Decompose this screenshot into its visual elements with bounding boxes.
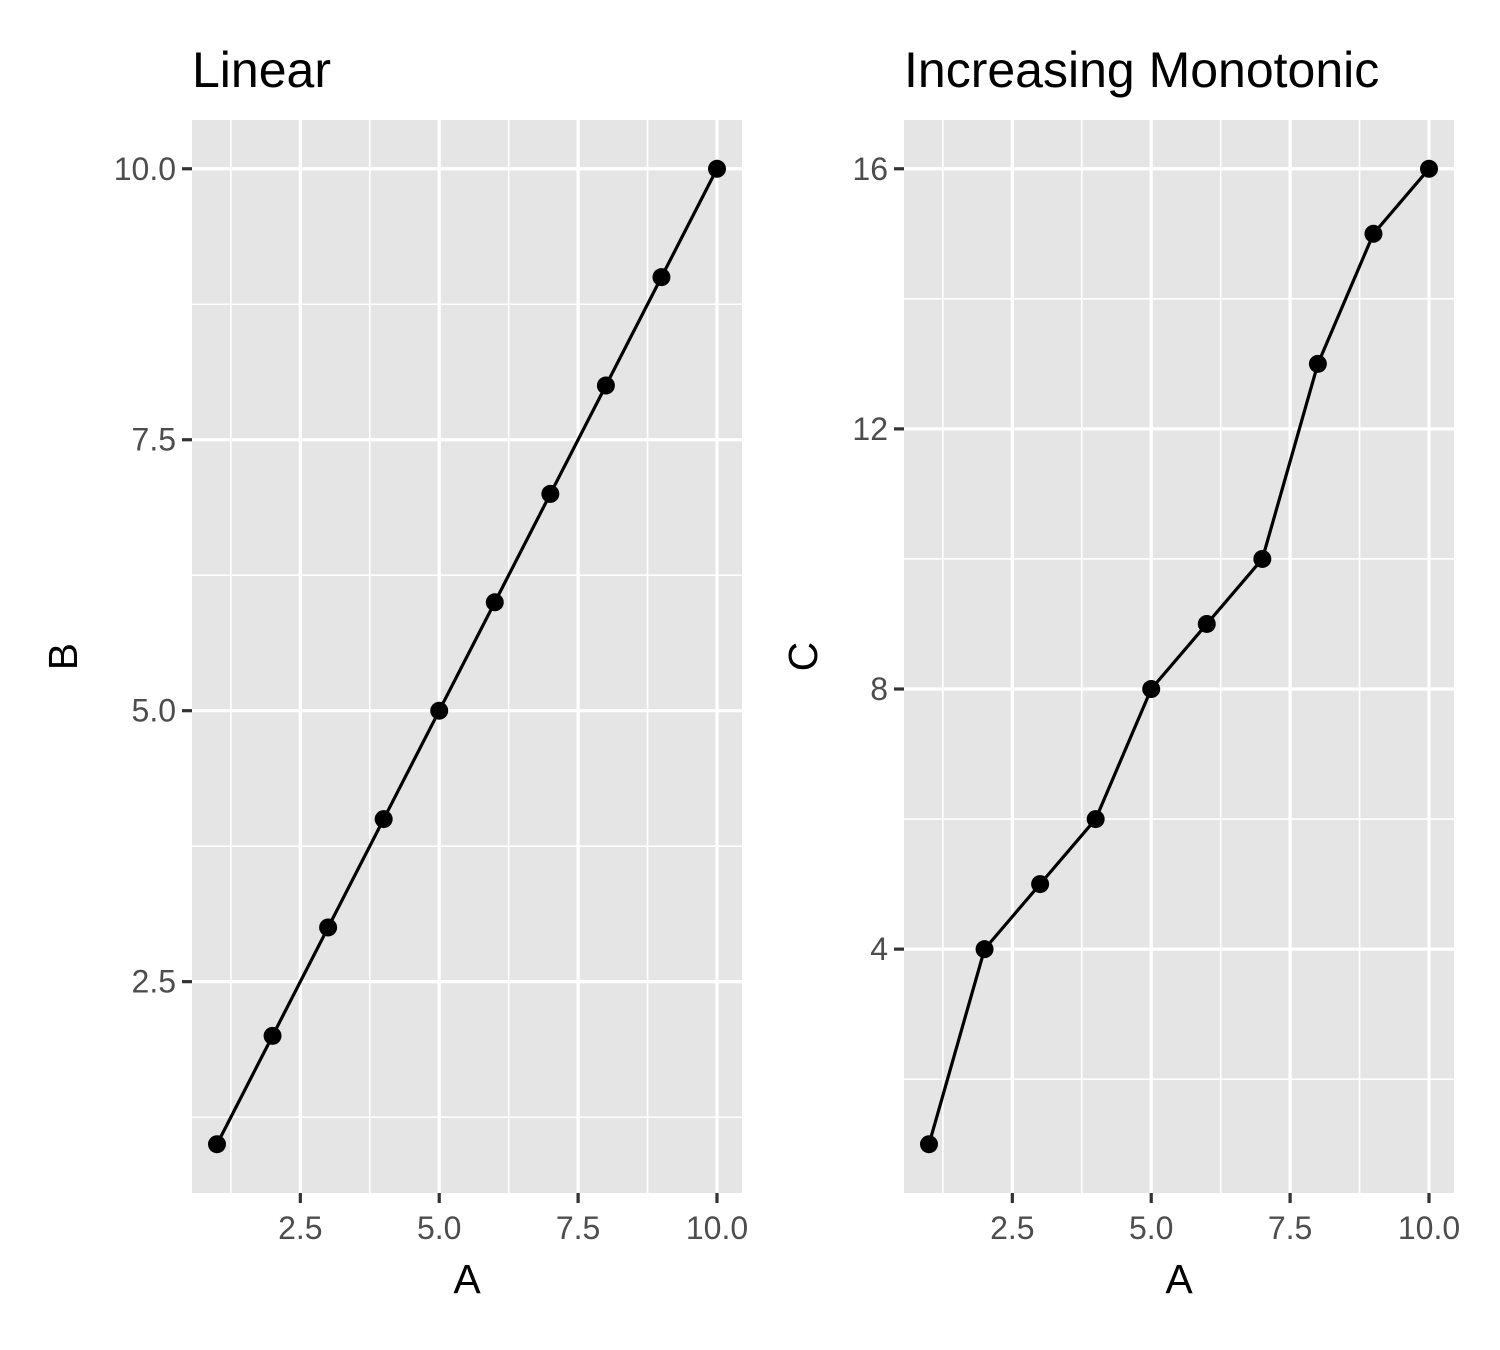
data-point: [652, 268, 671, 287]
y-tick-label: 10.0: [114, 151, 176, 187]
y-tick-label: 8: [870, 671, 888, 707]
series-line: [927, 167, 1431, 1145]
x-tick-label: 2.5: [990, 1210, 1034, 1246]
data-point: [1253, 549, 1272, 568]
series-line: [215, 168, 719, 1145]
data-point: [1364, 224, 1383, 243]
x-tick-label: 7.5: [1268, 1210, 1312, 1246]
data-point: [1031, 875, 1050, 894]
data-point: [1420, 159, 1438, 178]
data-point: [1086, 810, 1105, 829]
data-point: [541, 484, 560, 503]
panel-2: 2.5 5.0 7.5 10.0 4 8 12 16 Increasing Monotonic A…: [780, 42, 1460, 1302]
data-point: [430, 701, 449, 720]
data-point: [920, 1135, 938, 1154]
x-tick-label: 5.0: [417, 1210, 461, 1246]
x-tick-label: 7.5: [556, 1210, 600, 1246]
y-tick-label: 12: [852, 411, 888, 447]
y-axis-title: C: [780, 642, 826, 672]
x-tick-label: 2.5: [278, 1210, 322, 1246]
data-point: [1197, 614, 1216, 633]
y-tick-label: 2.5: [132, 964, 176, 1000]
data-point: [485, 593, 504, 612]
x-tick-label: 10.0: [1398, 1210, 1460, 1246]
y-tick-label: 7.5: [132, 422, 176, 458]
data-point: [975, 940, 994, 959]
x-tick-label: 5.0: [1129, 1210, 1173, 1246]
x-axis-title: A: [1165, 1256, 1193, 1302]
panel-1: 2.5 5.0 7.5 10.0 2.5 5.0 7.5 10.0 Linear A B: [40, 42, 748, 1302]
y-axis-title: B: [40, 643, 86, 670]
data-point: [1142, 680, 1161, 699]
data-point: [708, 159, 726, 178]
x-tick-label: 10.0: [686, 1210, 748, 1246]
x-axis-title: A: [453, 1256, 481, 1302]
data-point: [596, 376, 615, 395]
data-point: [374, 810, 393, 829]
data-point: [208, 1135, 226, 1154]
y-tick-label: 5.0: [132, 693, 176, 729]
panel-title: Increasing Monotonic: [904, 42, 1379, 98]
panel-title: Linear: [192, 42, 331, 98]
data-point: [319, 918, 338, 937]
data-point: [263, 1026, 282, 1045]
data-point: [1308, 354, 1327, 373]
y-tick-label: 4: [870, 931, 888, 967]
y-tick-label: 16: [852, 151, 888, 187]
